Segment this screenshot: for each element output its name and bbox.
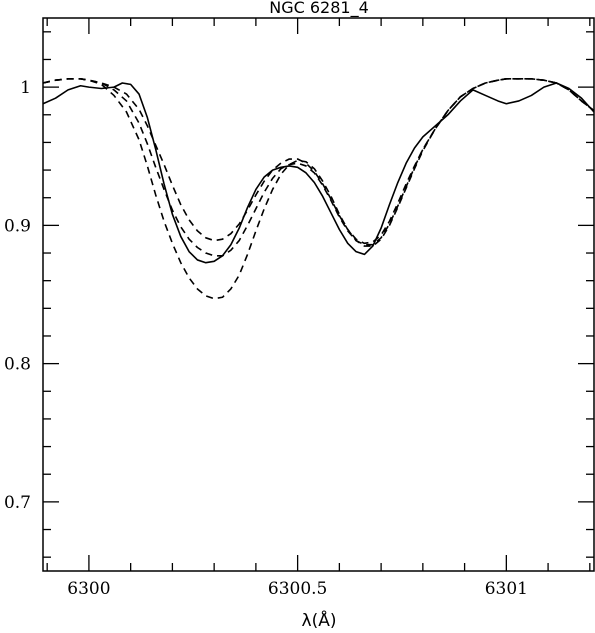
plot-frame [42, 17, 595, 572]
x-tick-label: 6301 [485, 579, 528, 599]
x-tick-label: 6300 [67, 579, 110, 599]
chart-title: NGC 6281_4 [269, 0, 369, 18]
dashed-spectrum-line-3 [42, 78, 595, 245]
axis-ticks [43, 18, 594, 571]
y-tick-label: 0.9 [4, 216, 31, 236]
dashed-spectrum-line-2 [42, 78, 595, 257]
x-tick-label: 6300.5 [268, 579, 327, 599]
plot-lines [42, 78, 595, 300]
y-tick-label: 0.8 [4, 355, 31, 375]
tick-labels: 6300 6300.5 6301 0.7 0.8 0.9 1 [4, 78, 528, 599]
solid-spectrum-line-0 [42, 82, 595, 264]
y-tick-label: 1 [20, 78, 31, 98]
y-tick-label: 0.7 [4, 493, 31, 513]
x-axis-label: λ(Å) [302, 609, 337, 631]
